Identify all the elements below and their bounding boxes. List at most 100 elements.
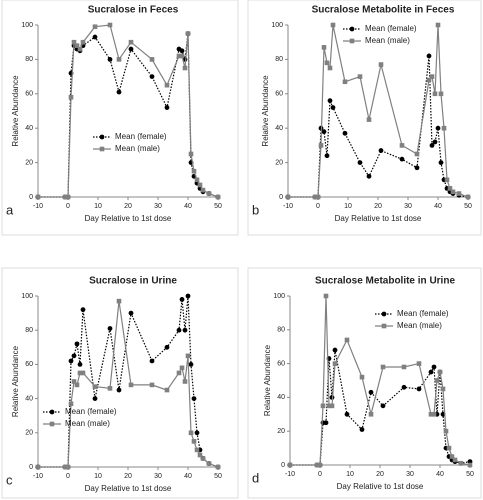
marker	[359, 374, 365, 380]
marker	[428, 412, 434, 417]
marker	[68, 401, 74, 407]
x-axis-label: Day Relative to 1st dose	[335, 214, 422, 223]
y-tick-label: 100	[271, 22, 283, 29]
marker	[429, 143, 435, 148]
y-axis-label: Relative Abundance	[11, 75, 20, 147]
marker	[329, 403, 335, 409]
marker	[35, 194, 41, 200]
x-tick-label: 0	[66, 203, 70, 210]
marker	[434, 378, 440, 383]
marker	[179, 297, 185, 302]
marker	[431, 412, 437, 417]
marker	[330, 22, 336, 28]
panel-label: b	[252, 202, 259, 217]
y-tick-label: 60	[277, 360, 285, 367]
marker	[80, 307, 86, 313]
marker	[416, 386, 422, 392]
x-tick-label: 50	[466, 471, 474, 478]
y-tick-label: 60	[275, 91, 283, 98]
x-tick-label: 50	[464, 203, 472, 210]
y-tick-label: 0	[279, 194, 283, 201]
x-tick-label: 40	[436, 471, 444, 478]
marker	[191, 168, 197, 174]
marker	[176, 53, 182, 59]
x-tick-label: 30	[404, 203, 412, 210]
legend-label: Mean (female)	[365, 24, 417, 33]
marker	[401, 384, 407, 390]
marker	[176, 370, 182, 376]
legend-marker	[49, 421, 55, 427]
marker	[77, 46, 83, 52]
marker	[215, 194, 221, 200]
marker	[312, 194, 318, 200]
marker	[456, 191, 462, 196]
legend-marker	[381, 323, 387, 329]
y-tick-label: 0	[29, 194, 33, 201]
marker	[326, 403, 332, 409]
marker	[321, 129, 327, 135]
marker	[440, 386, 446, 392]
marker	[342, 79, 348, 85]
x-tick-label: 50	[214, 473, 222, 480]
marker	[378, 62, 384, 67]
x-tick-label: 40	[184, 203, 192, 210]
legend-label: Mean (female)	[65, 407, 117, 416]
marker	[324, 60, 330, 66]
marker	[188, 362, 194, 367]
marker	[149, 74, 155, 79]
marker	[71, 353, 77, 359]
marker	[77, 362, 83, 367]
x-tick-label: -10	[285, 471, 295, 478]
legend-marker	[99, 146, 105, 152]
panel-label: c	[6, 472, 13, 487]
x-tick-label: -10	[33, 473, 43, 480]
marker	[441, 125, 447, 131]
marker	[344, 337, 350, 343]
marker	[426, 77, 432, 83]
marker	[68, 358, 74, 364]
y-tick-label: 20	[277, 428, 285, 435]
marker	[149, 382, 155, 388]
marker	[107, 386, 113, 391]
marker	[285, 194, 291, 200]
marker	[380, 403, 386, 409]
marker	[200, 187, 206, 193]
y-tick-label: 20	[25, 159, 33, 166]
series-line	[38, 33, 219, 198]
marker	[399, 156, 405, 162]
series-line	[38, 24, 219, 198]
x-axis-label: Day Relative to 1st dose	[337, 482, 424, 491]
marker	[128, 39, 134, 45]
marker	[368, 389, 374, 395]
marker	[431, 364, 437, 370]
marker	[74, 382, 80, 388]
x-tick-label: 10	[94, 203, 102, 210]
marker	[438, 160, 444, 166]
x-tick-label: 0	[316, 203, 320, 210]
marker	[179, 53, 185, 59]
x-tick-label: 50	[214, 203, 222, 210]
marker	[197, 182, 203, 188]
marker	[194, 447, 200, 453]
y-axis-label: Relative Abundance	[11, 345, 20, 417]
marker	[323, 293, 329, 299]
marker	[65, 464, 71, 470]
marker	[359, 427, 365, 432]
marker	[330, 105, 336, 110]
marker	[179, 365, 185, 371]
marker	[414, 165, 420, 171]
marker	[206, 191, 212, 196]
marker	[80, 39, 86, 45]
x-tick-label: 20	[374, 203, 382, 210]
marker	[401, 364, 407, 370]
x-tick-label: 20	[376, 471, 384, 478]
panel-frame	[1, 0, 239, 236]
marker	[429, 74, 435, 79]
y-tick-label: 100	[273, 293, 285, 300]
x-tick-label: 10	[344, 203, 352, 210]
marker	[128, 46, 134, 52]
marker	[332, 347, 338, 353]
marker	[332, 361, 338, 366]
y-tick-label: 100	[21, 22, 33, 29]
marker	[378, 148, 384, 153]
